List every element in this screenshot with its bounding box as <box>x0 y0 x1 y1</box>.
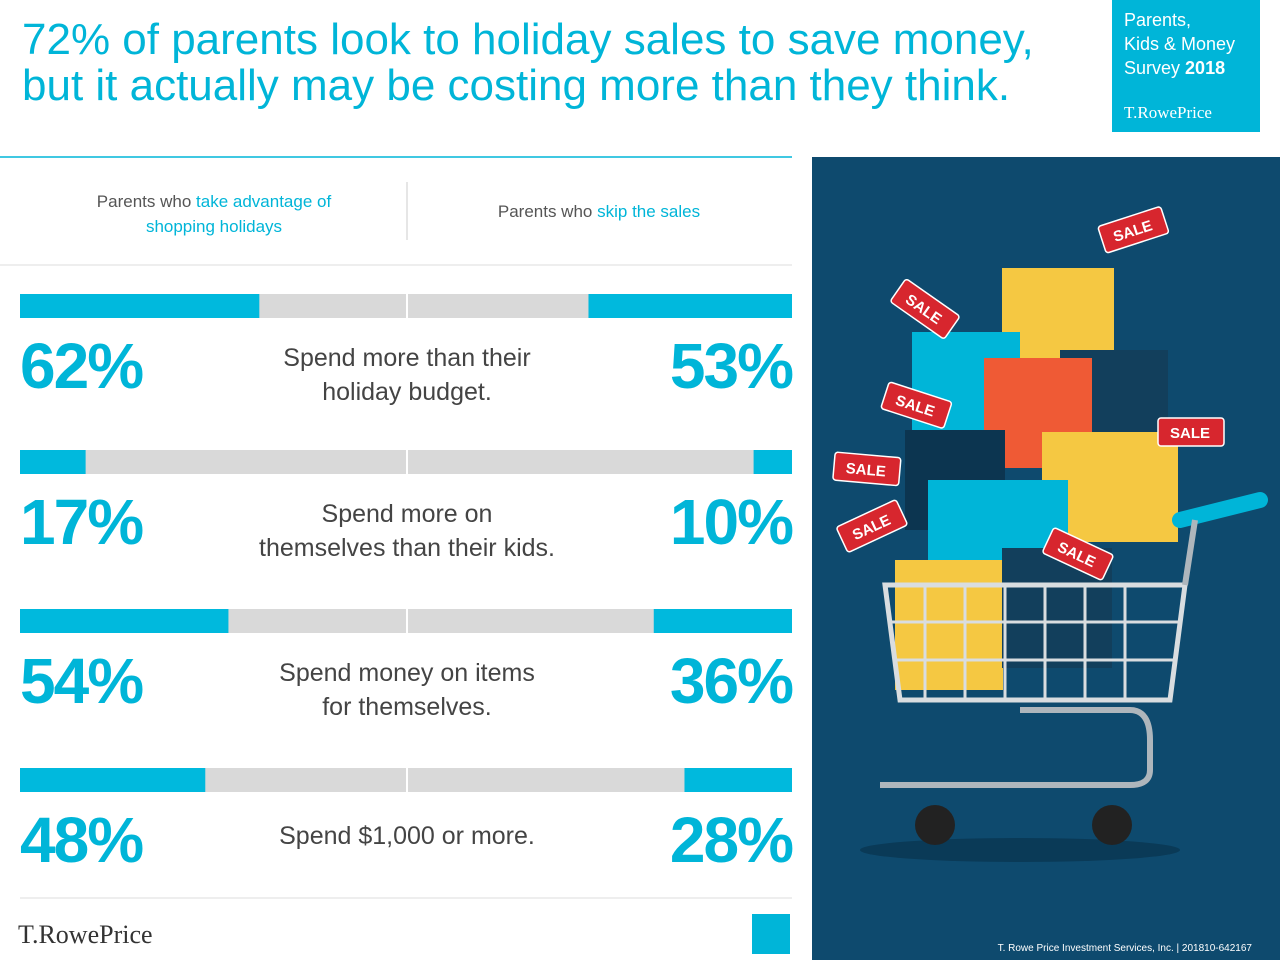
badge-line: Survey 2018 <box>1124 58 1225 78</box>
value-label: 36% <box>670 645 793 717</box>
footer-note: T. Rowe Price Investment Services, Inc. … <box>998 943 1253 954</box>
value-label: 53% <box>670 330 793 402</box>
bar <box>653 609 792 633</box>
bar <box>20 609 229 633</box>
value-label: 10% <box>670 486 793 558</box>
logo-icon <box>752 914 790 954</box>
bar <box>588 294 792 318</box>
value-label: 54% <box>20 645 143 717</box>
category-label: for themselves. <box>322 693 492 721</box>
sale-tag: SALE <box>836 499 908 553</box>
value-label: 48% <box>20 804 143 876</box>
badge-line: Kids & Money <box>1124 34 1235 54</box>
tag-bg <box>1097 206 1170 254</box>
bar <box>684 768 792 792</box>
category-label: Spend $1,000 or more. <box>279 822 535 850</box>
basket-grid <box>890 585 1180 700</box>
value-label: 28% <box>670 804 793 876</box>
title-line: but it actually may be costing more than… <box>22 61 1010 110</box>
tag-bg <box>1157 417 1225 447</box>
wheel <box>1092 805 1132 845</box>
category-label: Spend more than their <box>283 344 530 372</box>
title-line: 72% of parents look to holiday sales to … <box>22 15 1034 64</box>
value-label: 17% <box>20 486 143 558</box>
tag-bg <box>890 278 960 339</box>
tag-text: SALE <box>845 460 886 480</box>
category-label: Spend money on items <box>279 659 535 687</box>
legend-em: skip the sales <box>597 202 700 221</box>
frame <box>880 519 1198 788</box>
sale-tag: SALE <box>832 451 902 487</box>
category-label: Spend more on <box>322 500 493 528</box>
value-label: 62% <box>20 330 143 402</box>
legend-em: take advantage of <box>196 192 331 211</box>
tag-bg <box>880 381 953 429</box>
legend-entry: shopping holidays <box>146 217 282 236</box>
badge-logo: T.RowePrice <box>1124 103 1212 122</box>
handle <box>1172 492 1268 528</box>
badge-year: 2018 <box>1185 58 1225 78</box>
tag-text: SALE <box>1170 425 1210 442</box>
legend-lead: Parents who <box>97 192 192 211</box>
bar <box>20 450 86 474</box>
category-label: holiday budget. <box>322 378 492 406</box>
bag <box>895 560 1003 690</box>
tag-bg <box>1042 527 1114 581</box>
badge-bg <box>1112 0 1260 132</box>
shadow <box>860 838 1180 862</box>
sale-tag: SALE <box>1157 417 1225 447</box>
wheel <box>915 805 955 845</box>
tag-bg <box>836 499 908 553</box>
legend-entry: Parents who skip the sales <box>498 202 700 221</box>
category-label: themselves than their kids. <box>259 534 555 562</box>
legend-lead: Parents who <box>498 202 593 221</box>
badge-line: Parents, <box>1124 10 1191 30</box>
badge-word: Survey <box>1124 58 1180 78</box>
bar <box>753 450 792 474</box>
bar-track <box>408 450 792 474</box>
legend-entry: Parents who take advantage of <box>97 192 332 211</box>
tag-bg <box>832 451 902 487</box>
footer-logo: T.RowePrice <box>18 920 153 949</box>
bar <box>20 768 206 792</box>
bar <box>20 294 260 318</box>
